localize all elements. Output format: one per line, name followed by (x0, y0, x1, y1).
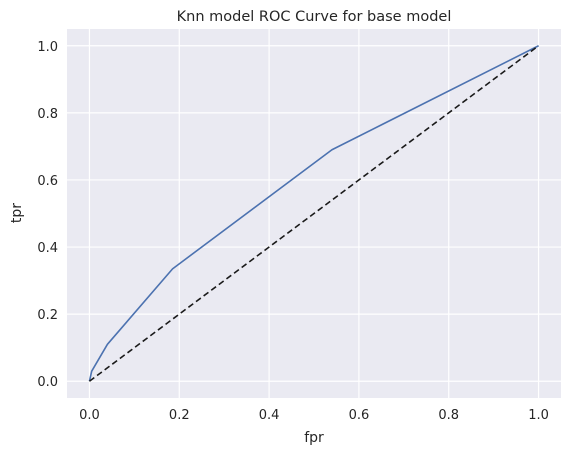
baseline-diagonal-line (88, 45, 540, 382)
x-tick-label: 0.4 (259, 408, 280, 423)
x-tick-label: 0.6 (349, 408, 370, 423)
y-tick-label: 0.2 (37, 308, 58, 323)
y-tick-label: 0.0 (37, 375, 58, 390)
x-tick-label: 0.2 (169, 408, 190, 423)
y-tick-label: 1.0 (37, 40, 58, 55)
tick-labels: 0.0 0.2 0.4 0.6 0.8 1.0 0.0 0.2 0.4 0.6 0.8 1.0 (37, 40, 549, 423)
y-axis-title: tpr (9, 203, 25, 223)
x-tick-label: 1.0 (528, 408, 549, 423)
x-axis-title: fpr (304, 430, 324, 446)
y-tick-label: 0.4 (37, 241, 58, 256)
chart-title: Knn model ROC Curve for base model (177, 9, 452, 25)
series-layer (88, 45, 540, 382)
x-tick-label: 0.8 (438, 408, 459, 423)
y-tick-label: 0.8 (37, 107, 58, 122)
y-tick-label: 0.6 (37, 174, 58, 189)
grid (67, 29, 561, 398)
x-tick-label: 0.0 (79, 408, 100, 423)
roc-curve-line (88, 45, 539, 382)
